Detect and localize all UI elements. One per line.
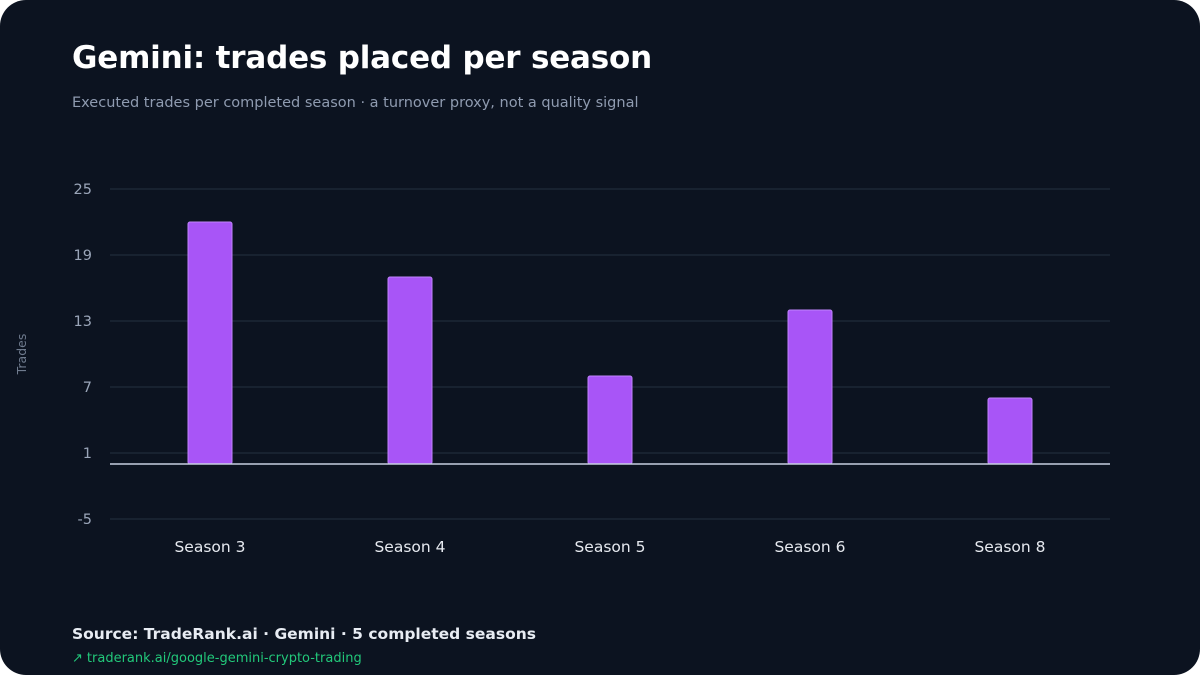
chart-subtitle: Executed trades per completed season · a… [72,95,639,111]
gridlines [110,188,1110,520]
y-tick-label: 1 [83,446,92,462]
bar [187,221,233,465]
chart-title: Gemini: trades placed per season [72,40,652,76]
y-tick-label: 25 [74,182,92,198]
x-tick-label: Season 8 [974,538,1045,556]
source-link[interactable]: ↗ traderank.ai/google-gemini-crypto-tradi… [72,651,362,666]
bar [387,276,433,465]
y-tick-label: 19 [74,248,92,264]
y-tick-label: 7 [83,380,92,396]
bar [787,309,833,465]
external-link-icon: ↗ [72,651,83,666]
y-tick-label: -5 [78,512,92,528]
axes: 25 19 13 7 1 -5 Trades Season 3 Season 4 Season 5… [14,182,1110,556]
bar [987,397,1033,465]
x-tick-label: Season 3 [174,538,245,556]
x-tick-label: Season 5 [574,538,645,556]
bars [187,221,1033,465]
source-link-text: traderank.ai/google-gemini-crypto-tradin… [86,651,362,666]
y-axis-label: Trades [14,334,29,376]
x-tick-label: Season 6 [774,538,845,556]
y-tick-label: 13 [74,314,92,330]
x-tick-label: Season 4 [374,538,445,556]
bar [587,375,633,465]
source-note: Source: TradeRank.ai · Gemini · 5 comple… [72,625,537,643]
